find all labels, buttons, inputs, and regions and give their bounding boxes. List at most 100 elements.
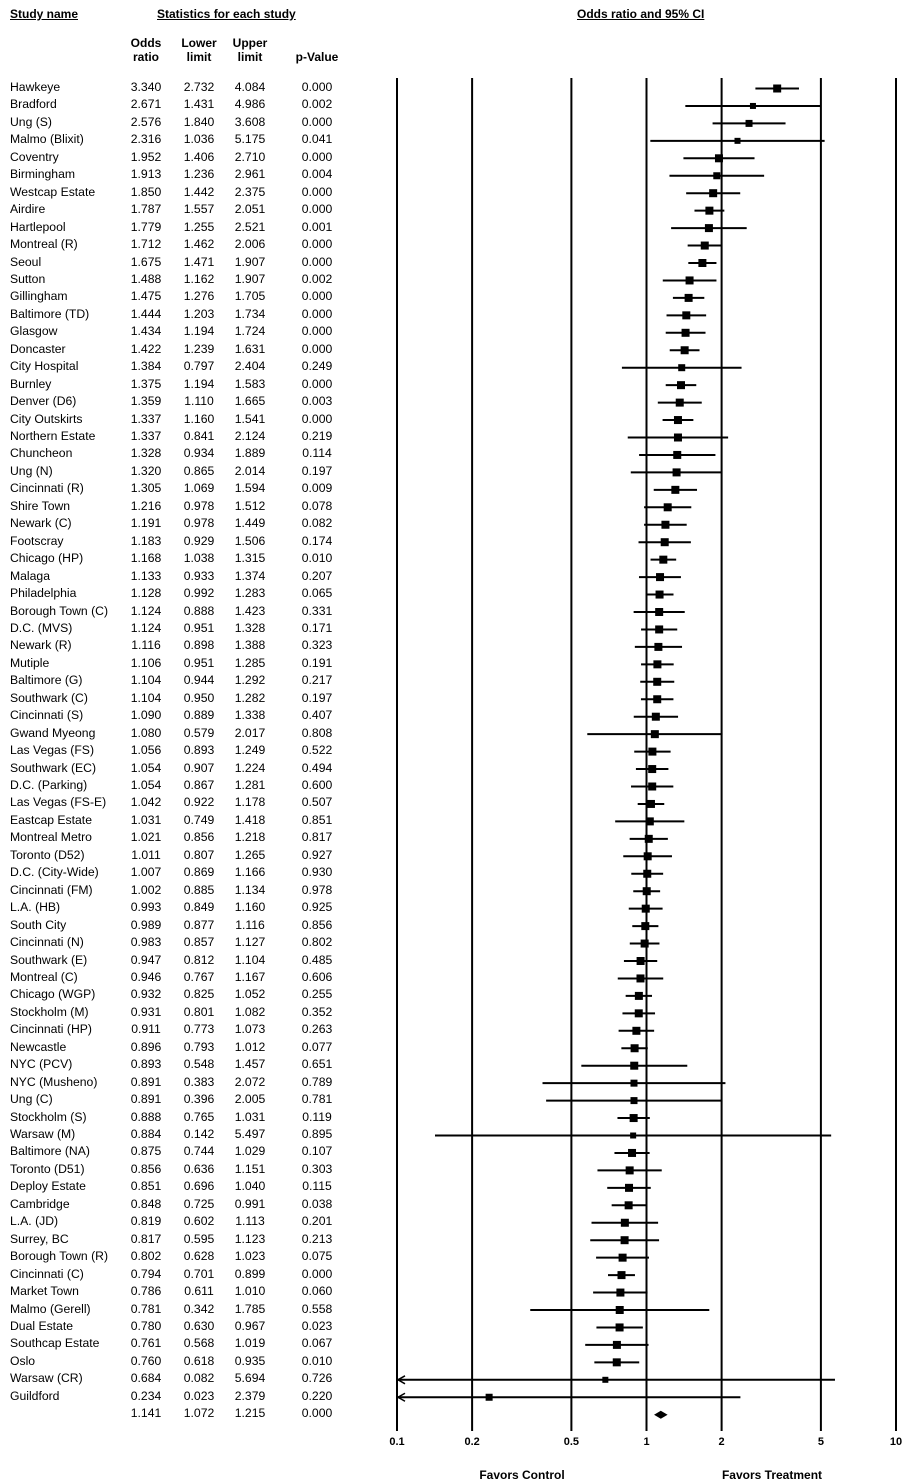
cell-or: 0.761 [130,1336,162,1351]
table-row: Coventry 1.952 1.406 2.710 0.000 [0,150,380,167]
cell-up: 0.935 [234,1353,266,1368]
cell-p: 0.303 [301,1161,333,1176]
cell-up: 2.521 [234,219,266,234]
point-estimate [617,1271,626,1280]
table-row: D.C. (City-Wide) 1.007 0.869 1.166 0.930 [0,865,380,882]
cell-lo: 0.933 [183,568,215,583]
table-row: Westcap Estate 1.850 1.442 2.375 0.000 [0,185,380,202]
table-row: Hawkeye 3.340 2.732 4.084 0.000 [0,80,380,97]
table-row: Baltimore (NA) 0.875 0.744 1.029 0.107 [0,1144,380,1161]
cell-lo: 0.807 [183,847,215,862]
table-row: Malmo (Blixit) 2.316 1.036 5.175 0.041 [0,132,380,149]
cell-p: 0.002 [301,97,333,112]
point-estimate [684,293,693,302]
table-row: Cincinnati (HP) 0.911 0.773 1.073 0.263 [0,1022,380,1039]
cell-up: 2.006 [234,237,266,252]
cell-name: Cincinnati (C) [10,1266,84,1281]
point-estimate [651,712,660,721]
cell-p: 0.000 [301,1266,333,1281]
x-tick-label: 0.5 [563,1436,580,1448]
cell-up: 1.116 [235,917,265,932]
table-row: Southcap Estate 0.761 0.568 1.019 0.067 [0,1336,380,1353]
table-row: Southwark (E) 0.947 0.812 1.104 0.485 [0,953,380,970]
cell-name: Cincinnati (FM) [10,882,93,897]
cell-name: Stockholm (S) [10,1109,87,1124]
cell-lo: 0.929 [183,533,215,548]
cell-or: 1.054 [130,778,162,792]
cell-up: 2.710 [234,149,266,164]
summary-cell-or: 1.141 [130,1406,162,1421]
cell-up: 1.283 [234,586,266,601]
table-row: Warsaw (M) 0.884 0.142 5.497 0.895 [0,1127,380,1144]
point-estimate [677,381,686,390]
cell-p: 0.651 [301,1057,333,1072]
cell-lo: 1.110 [184,394,214,409]
upper-limit-col-header: Upper limit [220,36,280,64]
point-estimate [655,625,664,634]
table-row: Toronto (D52) 1.011 0.807 1.265 0.927 [0,848,380,865]
cell-p: 0.065 [301,586,333,601]
point-estimate [685,276,694,285]
cell-lo: 0.749 [183,812,215,827]
cell-or: 1.191 [130,516,162,531]
cell-lo: 0.867 [183,778,215,792]
cell-p: 0.352 [301,1004,333,1019]
cell-name: Southwark (E) [10,952,88,967]
summary-cell-lo: 1.072 [183,1406,215,1421]
cell-up: 1.265 [234,847,266,862]
cell-p: 0.978 [301,882,333,897]
cell-or: 1.444 [130,306,162,321]
cell-up: 1.328 [234,620,266,635]
cell-up: 1.665 [234,394,266,409]
cell-name: Southwark (EC) [10,760,97,775]
point-estimate [713,172,721,180]
cell-name: Toronto (D52) [10,847,85,862]
point-estimate [653,660,662,669]
cell-p: 0.255 [301,987,333,1002]
cell-lo: 0.701 [183,1266,215,1281]
cell-or: 1.104 [130,673,162,688]
cell-up: 2.014 [234,463,266,478]
table-row: Doncaster 1.422 1.239 1.631 0.000 [0,342,380,359]
cell-name: Cincinnati (HP) [10,1022,92,1037]
point-estimate [636,957,645,965]
cell-name: Baltimore (G) [10,673,83,688]
point-estimate [643,869,652,878]
cell-p: 0.323 [301,638,333,653]
cell-p: 0.038 [301,1196,333,1211]
cell-p: 0.600 [301,778,333,792]
cell-lo: 0.767 [183,969,215,984]
cell-name: Gillingham [10,289,68,304]
cell-p: 0.213 [301,1231,333,1246]
cell-or: 1.712 [130,237,162,252]
cell-p: 0.925 [301,900,333,915]
cell-up: 1.285 [234,655,266,670]
cell-up: 1.338 [234,708,266,723]
point-estimate [634,991,643,1000]
table-row: Ung (C) 0.891 0.396 2.005 0.781 [0,1092,380,1109]
cell-up: 1.423 [234,603,266,618]
cell-or: 2.316 [130,132,162,147]
cell-name: Footscray [10,533,64,548]
cell-p: 0.000 [301,324,333,339]
cell-name: Ung (C) [10,1092,53,1107]
cell-lo: 0.978 [183,498,215,513]
cell-name: Montreal Metro [10,830,92,845]
cell-p: 0.851 [301,812,333,827]
table-row: Mutiple 1.106 0.951 1.285 0.191 [0,656,380,673]
point-estimate [673,450,682,459]
point-estimate [612,1358,621,1367]
point-estimate [745,119,753,127]
cell-name: Cambridge [10,1196,70,1211]
cell-p: 0.263 [301,1022,333,1037]
table-row: Las Vegas (FS) 1.056 0.893 1.249 0.522 [0,743,380,760]
cell-or: 0.993 [130,900,162,915]
cell-name: Coventry [10,149,59,164]
cell-up: 1.418 [234,812,266,827]
cell-name: Bradford [10,97,57,112]
point-estimate [653,695,662,704]
cell-up: 1.705 [234,289,266,304]
table-row: Stockholm (M) 0.931 0.801 1.082 0.352 [0,1005,380,1022]
table-row: Borough Town (R) 0.802 0.628 1.023 0.075 [0,1249,380,1266]
table-row: Ung (S) 2.576 1.840 3.608 0.000 [0,115,380,132]
